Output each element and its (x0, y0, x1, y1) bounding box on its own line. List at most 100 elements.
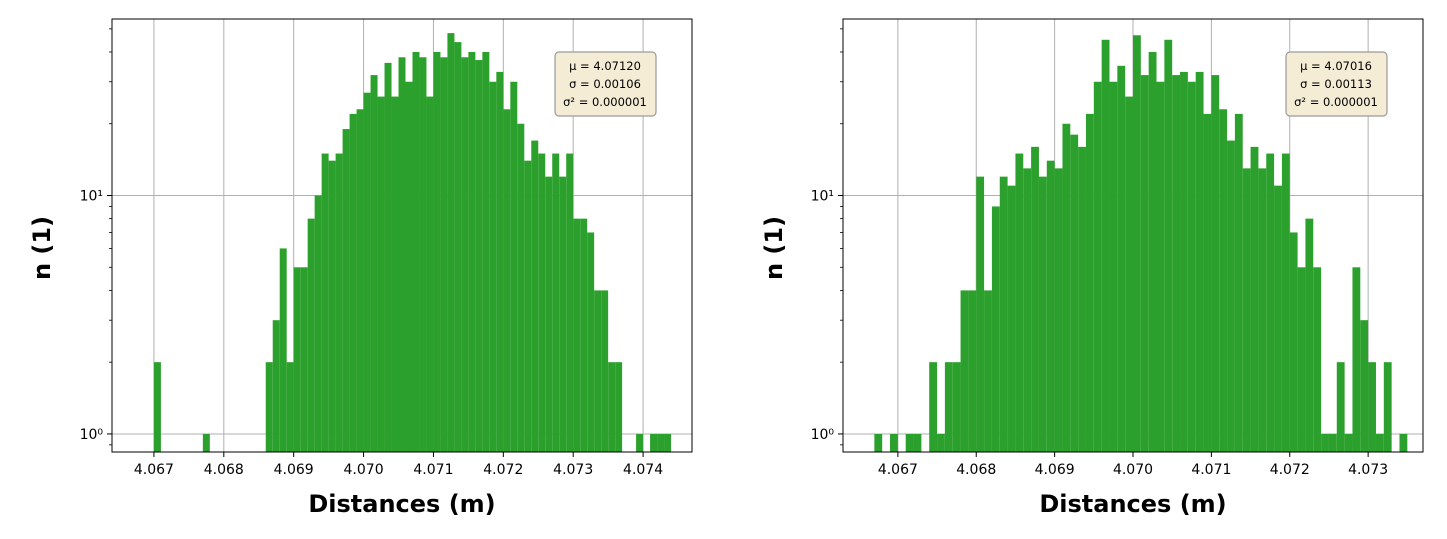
histogram-bar (1125, 96, 1133, 453)
histogram-bar (1368, 362, 1376, 452)
histogram-bar (475, 60, 483, 452)
histogram-bar (1046, 160, 1055, 453)
histogram-bar (984, 290, 992, 452)
histogram-bar (552, 153, 560, 453)
stats-box: μ = 4.07016 σ = 0.00113 σ² = 0.000001 (1285, 51, 1388, 117)
histogram-bar (944, 362, 953, 452)
x-tick-label: 4.068 (956, 462, 996, 478)
histogram-bar (1274, 185, 1282, 452)
histogram-bar (952, 362, 961, 452)
stats-sigma: σ = 0.00113 (1300, 77, 1372, 91)
y-tick-label: 10¹ (811, 189, 834, 205)
histogram-bar (517, 123, 525, 452)
histogram-bar (874, 433, 883, 452)
histogram-bar (321, 153, 329, 453)
histogram-bar (279, 248, 287, 452)
histogram-bar (1281, 153, 1290, 453)
x-tick-label: 4.070 (344, 462, 384, 478)
y-axis-label: n (1) (760, 216, 788, 280)
histogram-bar (468, 51, 476, 452)
histogram-bar (1305, 218, 1314, 452)
histogram-bar (524, 160, 532, 453)
histogram-bar (1328, 433, 1337, 452)
histogram-bar (419, 57, 427, 452)
histogram-bar (1070, 134, 1079, 452)
histogram-bar (650, 433, 658, 452)
histogram-bar (538, 153, 546, 453)
histogram-bar (1360, 320, 1369, 452)
histogram-bars (153, 33, 672, 453)
histogram-bar (1313, 267, 1322, 452)
histogram-bar (636, 433, 644, 452)
histogram-bar (1007, 185, 1016, 452)
x-tick-label: 4.069 (274, 462, 314, 478)
histogram-bar (1383, 362, 1392, 452)
histogram-bar (559, 176, 567, 452)
histogram-bar (293, 267, 301, 452)
histogram-bar (454, 42, 462, 453)
histogram-bar (545, 176, 553, 452)
stats-variance: σ² = 0.000001 (1294, 95, 1378, 109)
histogram-bar (1289, 232, 1298, 452)
histogram-bar (1117, 65, 1126, 453)
histogram-bar (1227, 140, 1235, 452)
histogram-bar (1195, 71, 1204, 453)
histogram-bar (1148, 51, 1157, 452)
histogram-bar (580, 218, 588, 452)
x-tick-label: 4.072 (483, 462, 523, 478)
histogram-bar (1031, 146, 1039, 452)
histogram-bar (1219, 109, 1228, 453)
histogram-bar (1164, 39, 1173, 452)
histogram-bar (272, 320, 280, 452)
histogram-bar (1211, 75, 1220, 453)
x-tick-label: 4.072 (1270, 462, 1310, 478)
x-tick-label: 4.071 (413, 462, 453, 478)
histogram-bar (913, 433, 922, 452)
histogram-bar (566, 153, 574, 453)
stats-sigma: σ = 0.00106 (569, 77, 641, 91)
histogram-bar (1085, 113, 1094, 453)
histogram-bar (1078, 146, 1086, 452)
histogram-bar (265, 362, 273, 452)
histogram-bar (440, 57, 448, 452)
histogram-bar (615, 362, 623, 452)
histogram-bar (1062, 123, 1071, 452)
histogram-bar (405, 81, 413, 453)
histogram-bar (657, 433, 665, 452)
histogram-bar (391, 96, 399, 453)
x-ticks: 4.067 4.068 4.069 4.070 4.071 4.072 4.073 4.074 (134, 452, 663, 478)
histogram-bar (1023, 168, 1032, 453)
x-tick-label: 4.068 (204, 462, 244, 478)
histogram-bar (594, 290, 602, 452)
histogram-bar (968, 290, 977, 452)
histogram-bar (664, 433, 672, 452)
x-tick-label: 4.074 (623, 462, 663, 478)
histogram-bar (300, 267, 308, 452)
histogram-bar (573, 218, 581, 452)
histogram-bar (482, 51, 490, 452)
histogram-bar (363, 92, 371, 452)
stats-mean: μ = 4.07016 (1300, 59, 1372, 73)
histogram-bar (503, 109, 511, 453)
y-ticks: 10⁰ 10¹ (80, 28, 112, 446)
histogram-bar (937, 433, 945, 452)
histogram-bar (370, 75, 378, 453)
histogram-bar (1399, 433, 1408, 452)
histogram-bar (1203, 113, 1212, 453)
histogram-bar (1297, 267, 1306, 452)
histogram-bar (1344, 433, 1353, 452)
x-ticks: 4.067 4.068 4.069 4.070 4.071 4.072 4.073 (878, 452, 1388, 478)
histogram-bar (412, 51, 420, 452)
histogram-bar (356, 109, 364, 453)
histogram-bar (991, 206, 1000, 452)
x-tick-label: 4.069 (1035, 462, 1075, 478)
stats-box: μ = 4.07120 σ = 0.00106 σ² = 0.000001 (554, 51, 657, 117)
y-tick-label: 10⁰ (811, 427, 835, 443)
histogram-bar (1172, 75, 1181, 453)
x-tick-label: 4.070 (1113, 462, 1153, 478)
stats-box-background (1285, 51, 1388, 117)
histogram-bar (601, 290, 609, 452)
histogram-bar (608, 362, 616, 452)
x-tick-label: 4.067 (878, 462, 918, 478)
